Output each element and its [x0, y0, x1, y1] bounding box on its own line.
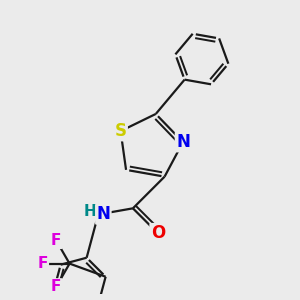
Text: S: S [115, 122, 127, 140]
Text: N: N [96, 206, 110, 224]
Text: F: F [38, 256, 48, 271]
Text: F: F [51, 279, 61, 294]
Text: F: F [51, 233, 61, 248]
Text: H: H [83, 204, 96, 219]
Text: N: N [176, 133, 190, 151]
Text: O: O [151, 224, 165, 242]
